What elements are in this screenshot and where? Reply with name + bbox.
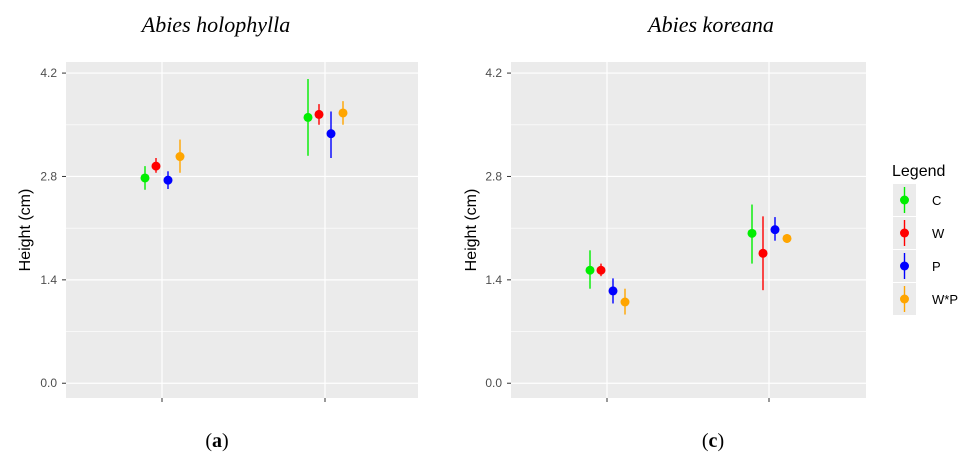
y-axis-label: Height (cm) [463,189,480,272]
y-tick-label: 1.4 [485,273,502,287]
legend-title: Legend [892,163,945,180]
chart-title: Abies holophylla [140,12,290,37]
chart-panel-c: 0.0 1.4 2.8 4.2 Abies koreana Height (cm) (c) [463,12,866,452]
y-tick-label: 2.8 [485,169,502,183]
legend-key-point [900,195,909,205]
legend-key-point [900,294,909,304]
y-tick-label: 4.2 [40,66,57,80]
data-point-C [747,228,757,238]
y-tick-label: 1.4 [40,273,57,287]
data-point-P [163,175,173,185]
data-point-W*P [175,152,185,162]
legend-key-point [900,228,909,238]
legend-label: P [932,259,941,274]
panel-label-open: ( [702,430,709,452]
legend-key-point [900,261,909,271]
legend-label: C [932,193,941,208]
data-point-W [151,161,161,171]
data-point-W [314,109,324,119]
plot-background [66,62,418,398]
data-point-W*P [620,297,630,307]
legend: Legend C W P W*P [892,163,958,315]
chart-panel-a: 0.0 1.4 2.8 4.2 Abies holophylla Height (cm) (… [17,12,418,452]
data-point-C [140,173,150,183]
data-point-W*P [782,233,792,243]
legend-label: W [932,226,945,241]
y-tick-label: 0.0 [40,376,57,390]
y-axis-label: Height (cm) [17,189,34,272]
data-point-P [608,286,618,296]
data-point-W*P [338,108,348,118]
panel-label-close: ) [222,430,229,452]
y-tick-label: 0.0 [485,376,502,390]
data-point-C [303,112,313,122]
data-point-P [770,225,780,235]
panel-label-letter: c [709,430,718,452]
data-point-W [758,248,768,258]
data-point-C [585,265,595,275]
panel-label: (a) [205,430,228,452]
legend-label: W*P [932,292,958,307]
panel-label-close: ) [717,430,724,452]
y-tick-label: 2.8 [40,169,57,183]
y-tick-label: 4.2 [485,66,502,80]
panel-label: (c) [702,430,724,452]
panel-label-letter: a [212,430,222,452]
data-point-P [326,129,336,139]
data-point-W [596,265,606,275]
panel-label-open: ( [205,430,212,452]
chart-title: Abies koreana [646,12,774,37]
plot-background [511,62,866,398]
